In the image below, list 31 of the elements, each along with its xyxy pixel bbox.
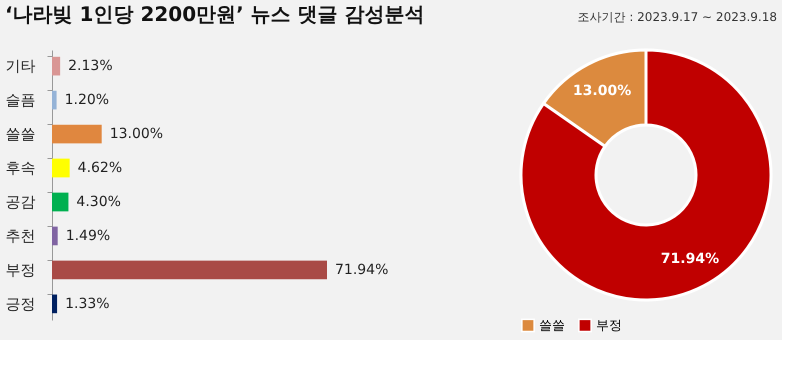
bar <box>52 294 58 314</box>
bar <box>52 192 68 212</box>
data-label: 71.94% <box>335 262 388 278</box>
y-tick-label: 쓸쓸 <box>6 125 36 144</box>
bar <box>52 124 102 144</box>
y-tick-label: 슬픔 <box>6 91 36 110</box>
data-label: 1.20% <box>64 92 110 108</box>
y-tick-label: 후속 <box>6 159 36 178</box>
bar <box>52 158 70 178</box>
data-label: 1.33% <box>65 296 110 312</box>
data-label: 4.62% <box>78 160 122 176</box>
data-label: 71.94% <box>660 251 720 268</box>
y-tick-label: 기타 <box>6 57 36 76</box>
bar <box>52 226 58 246</box>
data-label: 13.00% <box>572 82 632 99</box>
y-tick-label: 공감 <box>6 192 36 211</box>
y-tick-label: 추천 <box>6 226 36 245</box>
data-label: 1.49% <box>66 228 110 244</box>
data-label: 4.30% <box>76 194 121 210</box>
legend-label: 부정 <box>596 318 622 334</box>
data-label: 13.00% <box>110 126 164 142</box>
chart-title: ‘나라빚 1인당 2200만원’ 뉴스 댓글 감성분석 <box>5 2 425 26</box>
legend-label: 쓸쓸 <box>539 318 565 334</box>
y-tick-label: 긍정 <box>6 294 36 313</box>
y-tick-label: 부정 <box>6 260 36 279</box>
donut-slice <box>520 48 772 302</box>
bar <box>52 260 327 280</box>
bar <box>52 56 60 76</box>
data-label: 2.13% <box>68 58 113 74</box>
bar <box>52 90 57 110</box>
text: 조사기간 : 2023.9.17 ~ 2023.9.18 <box>578 10 777 24</box>
